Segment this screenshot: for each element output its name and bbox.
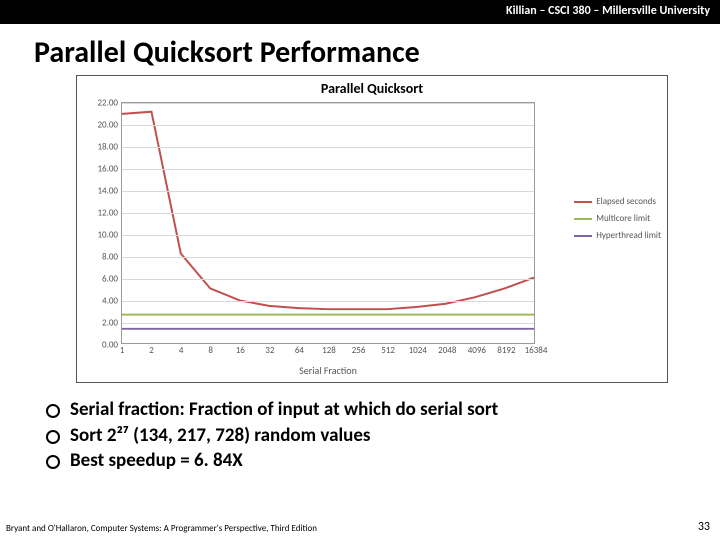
y-tick-label: 2.00 (102, 318, 118, 329)
y-tick-label: 22.00 (97, 98, 118, 109)
bullet-list: Serial fraction: Fraction of input at wh… (0, 383, 720, 474)
legend-item: Multicore limit (574, 213, 661, 224)
gridline (122, 191, 534, 192)
x-axis-label: Serial Fraction (121, 364, 535, 377)
x-tick-label: 128 (322, 345, 336, 356)
y-tick-label: 6.00 (102, 274, 118, 285)
gridline (122, 301, 534, 302)
chart-lines (122, 103, 534, 343)
gridline (122, 323, 534, 324)
x-tick-label: 16 (236, 345, 245, 356)
gridline (122, 103, 534, 104)
gridline (122, 169, 534, 170)
y-tick-label: 20.00 (97, 120, 118, 131)
y-tick-label: 12.00 (97, 208, 118, 219)
x-tick-label: 8 (208, 345, 213, 356)
x-tick-label: 32 (265, 345, 274, 356)
x-tick-label: 256 (352, 345, 366, 356)
y-tick-label: 18.00 (97, 142, 118, 153)
x-tick-label: 16384 (525, 345, 548, 356)
bullet-item: Sort 2²⁷ (134, 217, 728) random values (46, 423, 720, 449)
x-tick-label: 1024 (409, 345, 427, 356)
x-tick-label: 2048 (438, 345, 456, 356)
y-tick-label: 10.00 (97, 230, 118, 241)
legend-label: Multicore limit (596, 213, 650, 224)
plot-area: 0.002.004.006.008.0010.0012.0014.0016.00… (121, 102, 535, 344)
y-tick-label: 14.00 (97, 186, 118, 197)
x-tick-label: 1 (120, 345, 125, 356)
x-tick-label: 64 (295, 345, 304, 356)
gridline (122, 279, 534, 280)
chart-container: Parallel Quicksort 0.002.004.006.008.001… (76, 75, 668, 383)
gridline (122, 235, 534, 236)
x-tick-label: 512 (381, 345, 395, 356)
legend-item: Elapsed seconds (574, 196, 661, 207)
gridline (122, 147, 534, 148)
y-tick-label: 0.00 (102, 340, 118, 351)
legend-swatch (574, 201, 592, 203)
gridline (122, 125, 534, 126)
x-tick-label: 8192 (497, 345, 515, 356)
slide-title: Parallel Quicksort Performance (0, 24, 720, 75)
x-tick-label: 4096 (468, 345, 486, 356)
footer-citation: Bryant and O'Hallaron, Computer Systems:… (6, 523, 317, 534)
slide-number: 33 (698, 520, 710, 534)
gridline (122, 257, 534, 258)
y-tick-label: 8.00 (102, 252, 118, 263)
y-tick-label: 4.00 (102, 296, 118, 307)
x-tick-label: 4 (179, 345, 184, 356)
chart-title: Parallel Quicksort (77, 76, 667, 97)
legend-item: Hyperthread limit (574, 230, 661, 241)
legend-label: Hyperthread limit (596, 230, 661, 241)
bullet-item: Serial fraction: Fraction of input at wh… (46, 397, 720, 423)
header-text: Killian – CSCI 380 – Millersville Univer… (506, 4, 710, 18)
bullet-item: Best speedup = 6. 84X (46, 448, 720, 474)
header-bar: Killian – CSCI 380 – Millersville Univer… (0, 0, 720, 24)
legend-swatch (574, 235, 592, 237)
gridline (122, 213, 534, 214)
x-tick-label: 2 (149, 345, 154, 356)
legend-swatch (574, 218, 592, 220)
y-tick-label: 16.00 (97, 164, 118, 175)
chart-legend: Elapsed seconds Multicore limit Hyperthrea… (574, 196, 661, 247)
legend-label: Elapsed seconds (596, 196, 656, 207)
